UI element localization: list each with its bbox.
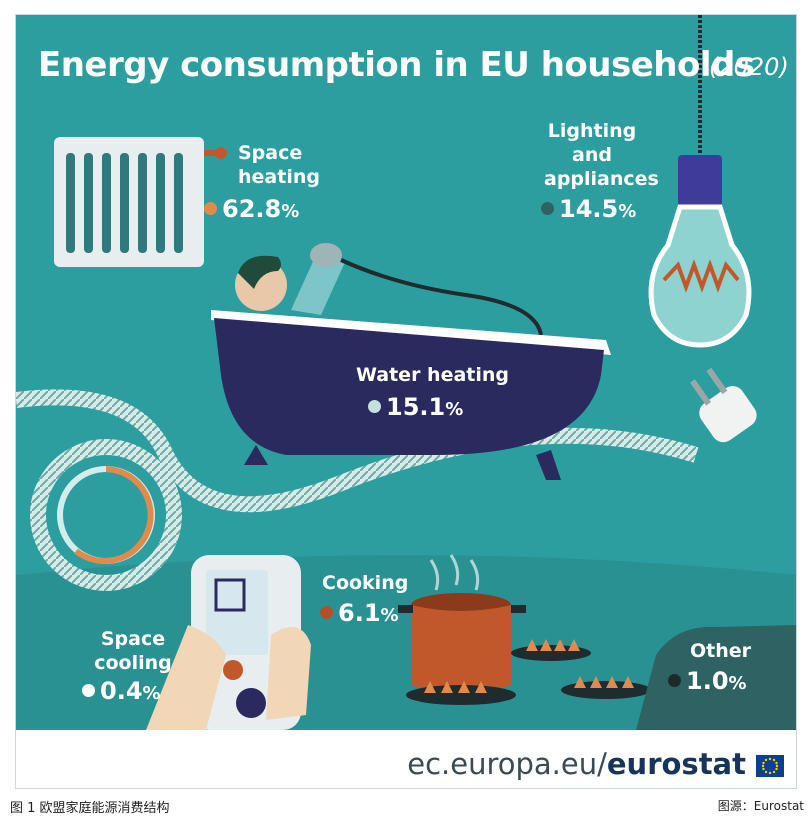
remote-control-icon	[146, 555, 311, 730]
cooking-label: Cooking	[322, 572, 409, 594]
dot-icon	[204, 201, 217, 215]
space-cooling-value: 0.4%	[82, 677, 161, 705]
dot-icon	[541, 201, 554, 215]
dot-icon	[320, 605, 333, 619]
dot-icon	[668, 673, 681, 687]
eu-flag-icon	[756, 755, 784, 777]
footer-bar	[16, 730, 796, 788]
illustration	[16, 15, 796, 788]
dot-icon	[368, 399, 381, 413]
water-heating-value: 15.1%	[368, 393, 463, 421]
space-heating-label: Space heating	[238, 142, 320, 188]
bathtub-icon	[211, 243, 611, 480]
infographic: Energy consumption in EU households (202…	[15, 14, 797, 789]
other-value: 1.0%	[668, 667, 747, 695]
page-title: Energy consumption in EU households	[38, 45, 755, 85]
source-credit: 图源：Eurostat	[717, 799, 804, 813]
space-cooling-label: Space cooling	[94, 628, 172, 674]
other-panel	[636, 625, 796, 730]
radiator-icon	[54, 137, 227, 267]
lighting-label: Lighting and appliances	[544, 120, 659, 190]
other-label: Other	[690, 640, 752, 662]
figure-caption: 图 1 欧盟家庭能源消费结构	[10, 801, 170, 816]
water-heating-label: Water heating	[356, 364, 510, 386]
year-label: (2020)	[709, 53, 789, 81]
cable-icon	[16, 367, 757, 591]
eurostat-link[interactable]: ec.europa.eu/eurostat	[407, 747, 746, 781]
cooking-value: 6.1%	[320, 599, 399, 627]
light-bulb-icon	[648, 15, 752, 348]
space-heating-value: 62.8%	[204, 195, 299, 223]
dot-icon	[82, 683, 95, 697]
lighting-value: 14.5%	[541, 195, 636, 223]
cooking-pot-icon	[398, 554, 651, 705]
